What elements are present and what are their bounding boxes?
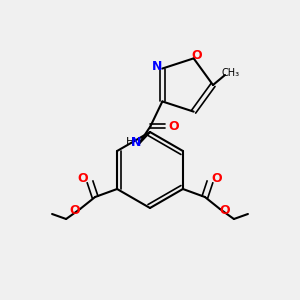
Text: O: O [220, 205, 230, 218]
Text: O: O [168, 120, 179, 133]
Text: N: N [131, 136, 142, 149]
Text: O: O [70, 205, 80, 218]
Text: CH₃: CH₃ [222, 68, 240, 78]
Text: O: O [191, 49, 202, 62]
Text: O: O [78, 172, 88, 185]
Text: O: O [212, 172, 222, 185]
Text: H: H [126, 137, 134, 148]
Text: N: N [152, 60, 163, 73]
